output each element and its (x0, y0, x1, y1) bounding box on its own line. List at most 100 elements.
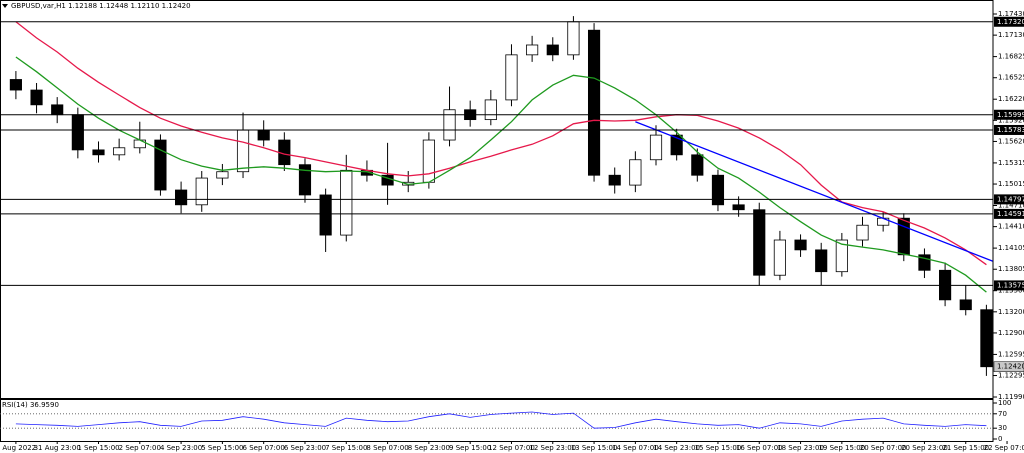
level-label-box (994, 194, 1024, 205)
indicator-tick-label: 100 (998, 399, 1011, 407)
candle-body (422, 139, 435, 183)
y-tick-label: 1.12595 (998, 350, 1024, 358)
x-tick-label: 20 Sep 23:00 (901, 444, 948, 452)
level-label-box (994, 280, 1024, 291)
level-label-box (994, 124, 1024, 135)
y-tick-label: 1.15620 (998, 137, 1024, 145)
symbol-header: GBPUSD,var,H1 1.12188 1.12448 1.12110 1.… (11, 2, 191, 10)
candle-body (175, 189, 188, 206)
y-tick-label: 1.15920 (998, 116, 1024, 124)
level-label: 1.13575 (997, 281, 1024, 289)
x-tick-label: 1 Aug 2022 (0, 444, 36, 452)
candle-body (773, 239, 786, 276)
candle-body (236, 129, 250, 173)
y-tick-label: 1.14410 (998, 223, 1024, 231)
x-tick-label: 6 Sep 07:00 (243, 444, 285, 452)
x-tick-label: 2 Sep 07:00 (119, 444, 161, 452)
level-label-box (994, 16, 1024, 27)
candle-body (835, 239, 848, 273)
candle-body (113, 147, 126, 156)
x-tick-label: 5 Sep 15:00 (201, 444, 243, 452)
y-tick-label: 1.14710 (998, 202, 1024, 210)
x-tick-label: 19 Sep 15:00 (818, 444, 865, 452)
candle-body (340, 169, 353, 236)
candle-body (711, 174, 725, 206)
level-label: 1.17320 (997, 18, 1024, 26)
candle-body (918, 254, 931, 271)
x-tick-label: 14 Sep 23:00 (653, 444, 700, 452)
level-label: 1.14797 (997, 195, 1024, 203)
y-tick-label: 1.15315 (998, 159, 1024, 167)
candle-body (216, 171, 229, 179)
x-tick-label: 9 Sep 15:00 (449, 444, 491, 452)
candle-body (649, 134, 663, 161)
menu-arrow[interactable] (2, 4, 8, 8)
candle-body (51, 104, 64, 116)
candle-body (732, 204, 745, 211)
candle-body (753, 209, 766, 276)
x-tick-label: 18 Sep 23:00 (777, 444, 824, 452)
candle-body (319, 194, 332, 236)
candle-body (587, 29, 601, 176)
candle-body (959, 299, 972, 311)
level-label-box (994, 208, 1024, 219)
candle-body (484, 99, 497, 121)
indicator-tick-label: 70 (998, 410, 1007, 418)
x-tick-label: 8 Sep 07:00 (366, 444, 408, 452)
y-tick-label: 1.17130 (998, 31, 1024, 39)
y-tick-label: 1.11990 (998, 393, 1024, 401)
x-tick-label: 13 Sep 15:00 (571, 444, 618, 452)
candle-body (30, 89, 43, 106)
x-tick-label: 31 Aug 23:00 (34, 444, 81, 452)
candle-body (856, 224, 869, 241)
candle-body (92, 149, 105, 156)
x-tick-label: 21 Sep 15:00 (942, 444, 989, 452)
candle-body (897, 217, 910, 256)
x-tick-label: 4 Sep 23:00 (160, 444, 202, 452)
y-tick-label: 1.15015 (998, 180, 1024, 188)
x-tick-label: 14 Sep 07:00 (612, 444, 659, 452)
y-tick-label: 1.13200 (998, 308, 1024, 316)
y-tick-label: 1.12295 (998, 372, 1024, 380)
candle-body (608, 174, 621, 186)
indicator-tick-label: 0 (998, 435, 1002, 443)
y-tick-label: 1.12900 (998, 329, 1024, 337)
candle-body (505, 54, 518, 101)
indicator-line (15, 411, 987, 429)
x-tick-label: 20 Sep 07:00 (860, 444, 907, 452)
candle-body (794, 239, 807, 251)
x-tick-label: 15 Sep 15:00 (695, 444, 742, 452)
y-tick-label: 1.13500 (998, 287, 1024, 295)
level-label: 1.15999 (997, 111, 1024, 119)
candle-body (670, 134, 683, 156)
x-tick-label: 22 Sep 07:00 (984, 444, 1024, 452)
x-tick-label: 7 Sep 15:00 (325, 444, 367, 452)
candle-body (154, 139, 167, 191)
candle-body (71, 114, 84, 151)
x-tick-label: 8 Sep 23:00 (408, 444, 450, 452)
x-tick-label: 6 Sep 23:00 (284, 444, 326, 452)
x-tick-label: 12 Sep 07:00 (488, 444, 535, 452)
candle-body (629, 159, 642, 186)
candle-body (980, 309, 993, 368)
candle-body (546, 44, 559, 56)
level-label-box (994, 109, 1024, 120)
candle-body (691, 154, 704, 176)
y-tick-label: 1.17430 (998, 10, 1024, 18)
candle-body (257, 129, 270, 141)
moving-average (15, 56, 987, 293)
x-tick-label: 12 Sep 23:00 (529, 444, 576, 452)
x-tick-label: 1 Sep 15:00 (77, 444, 119, 452)
moving-average (15, 21, 987, 266)
last-price-label: 1.12420 (997, 363, 1024, 371)
candle-body (567, 21, 580, 56)
indicator-tick-label: 30 (998, 424, 1007, 432)
y-tick-label: 1.16525 (998, 74, 1024, 82)
y-tick-label: 1.16220 (998, 95, 1024, 103)
y-tick-label: 1.13805 (998, 265, 1024, 273)
candle-body (526, 44, 539, 56)
candle-body (195, 177, 208, 206)
candle-body (443, 109, 456, 141)
